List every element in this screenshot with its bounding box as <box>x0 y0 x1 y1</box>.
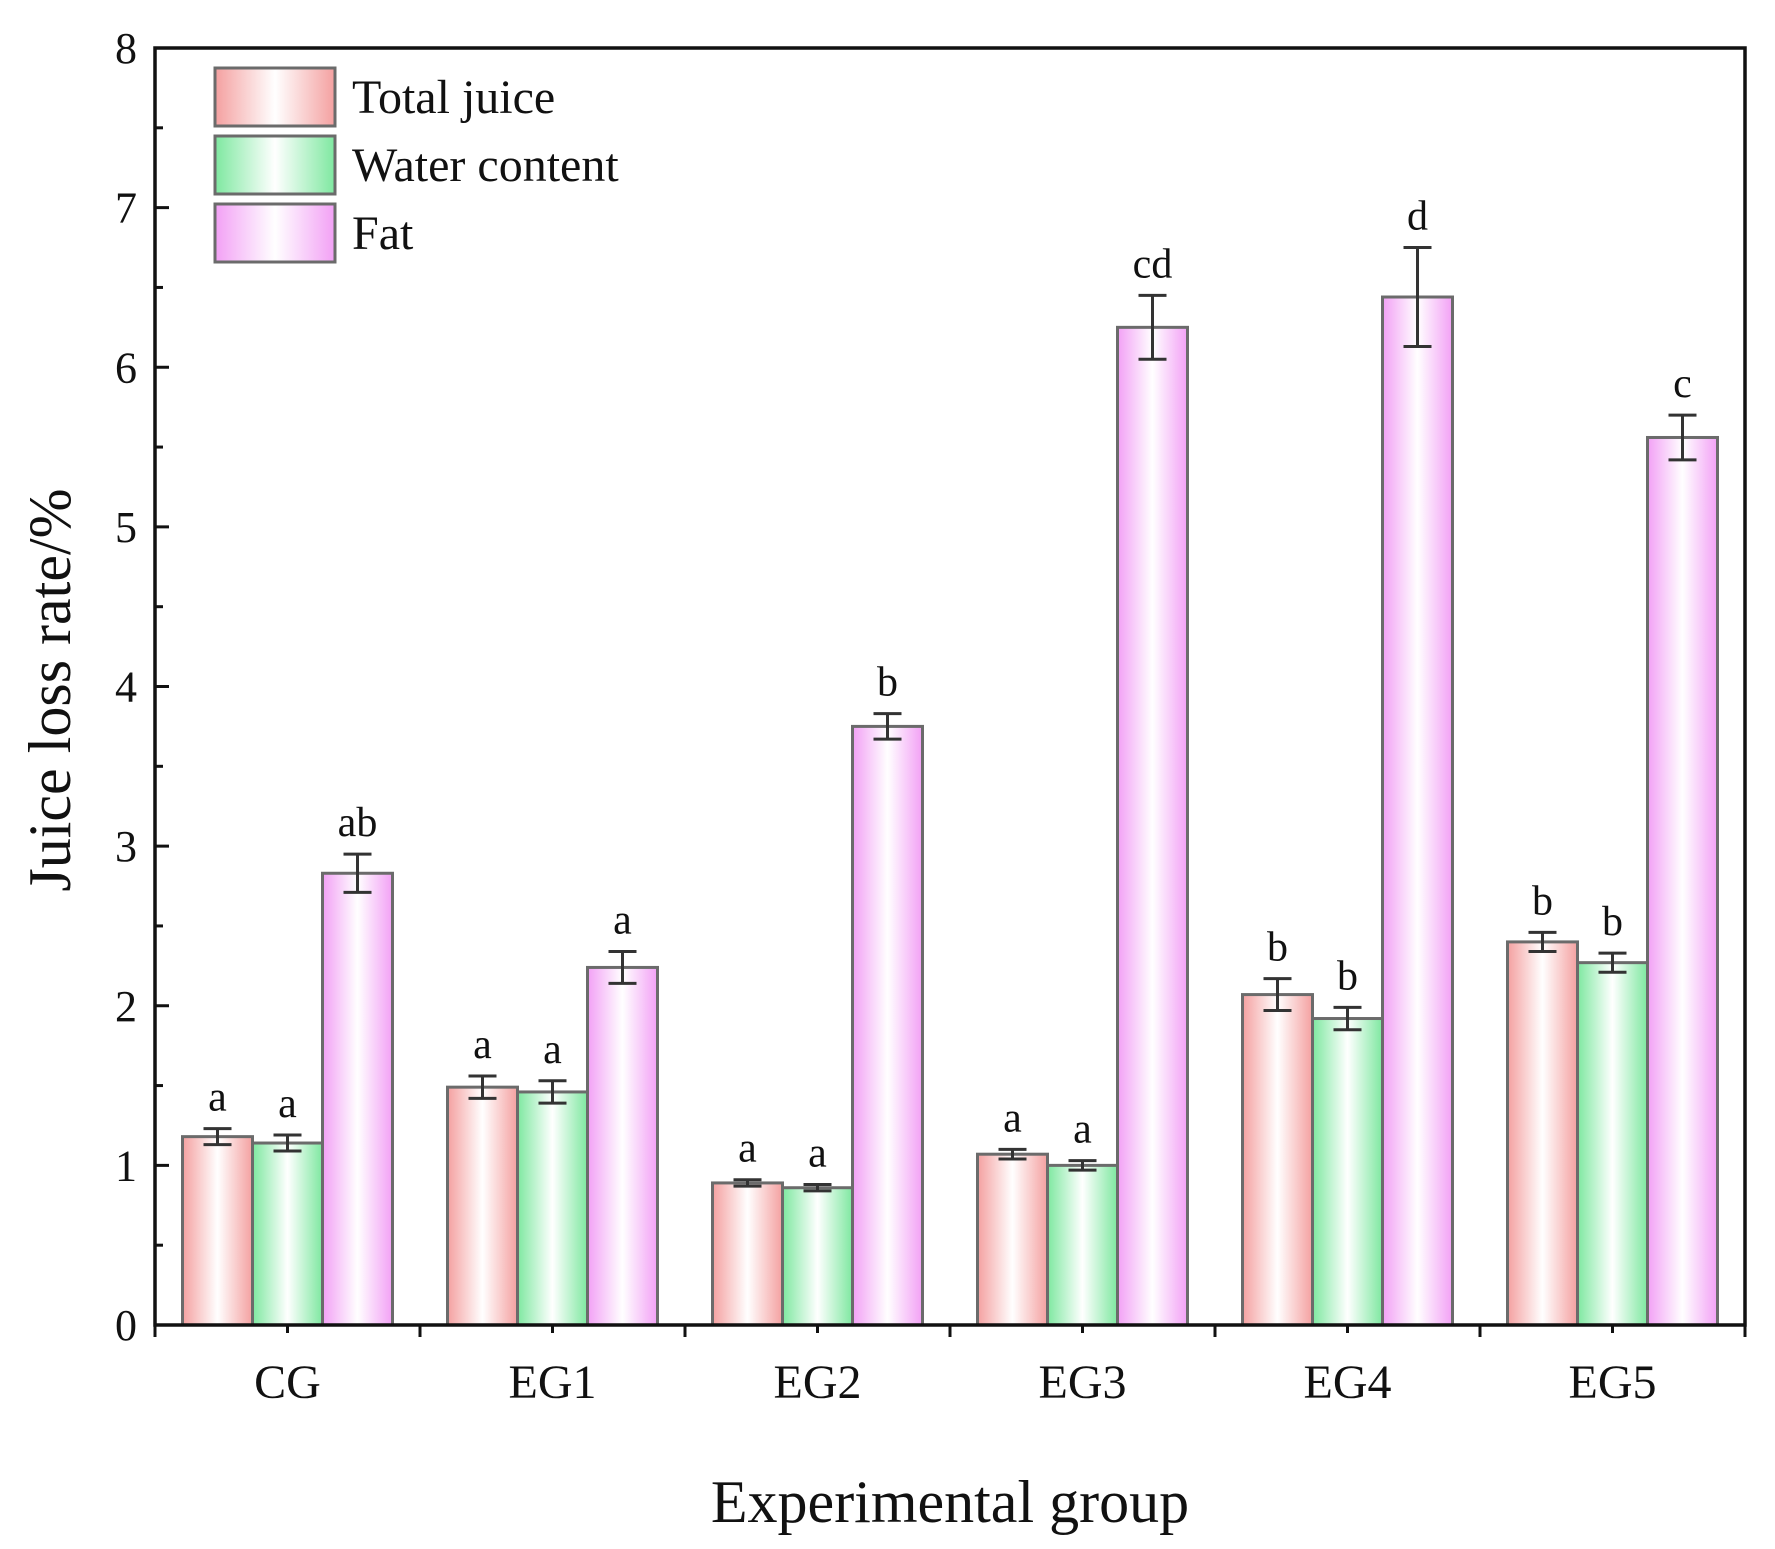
error-bar <box>1333 1005 1362 1032</box>
error-bar <box>273 1133 302 1153</box>
y-tick-label: 2 <box>115 982 137 1031</box>
y-tick-label: 5 <box>115 503 137 552</box>
y-tick-label: 8 <box>115 24 137 73</box>
legend-swatch <box>213 134 337 196</box>
x-tick-label: EG1 <box>509 1356 597 1409</box>
bar-eg1-series-3 <box>586 965 659 1327</box>
error-bar <box>733 1178 762 1188</box>
error-bar <box>1528 930 1557 953</box>
significance-label: a <box>808 1131 827 1177</box>
error-bar <box>468 1074 497 1100</box>
error-bar <box>343 852 372 894</box>
bar-eg3-series-3 <box>1116 325 1189 1327</box>
bar-eg1-series-2 <box>516 1090 589 1327</box>
x-axis-title: Experimental group <box>711 1469 1189 1535</box>
error-bar <box>1138 293 1167 361</box>
y-tick-label: 4 <box>115 663 137 712</box>
bar-eg1-series-1 <box>446 1085 519 1327</box>
significance-label: a <box>1073 1107 1092 1153</box>
bar-eg5-series-1 <box>1506 940 1579 1327</box>
bar-eg2-series-2 <box>781 1186 854 1327</box>
error-bar <box>1403 246 1432 348</box>
x-tick-label: EG2 <box>774 1356 862 1409</box>
significance-label: b <box>877 660 898 706</box>
significance-label: a <box>543 1027 562 1073</box>
y-tick-label: 7 <box>115 184 137 233</box>
significance-label: a <box>278 1081 297 1127</box>
bar-eg2-series-3 <box>851 724 924 1327</box>
bar-eg5-series-2 <box>1576 961 1649 1327</box>
bar-cg-series-1 <box>181 1135 254 1327</box>
legend-swatch <box>213 66 337 128</box>
x-tick-label: EG4 <box>1304 1356 1392 1409</box>
x-tick-label: EG3 <box>1039 1356 1127 1409</box>
y-tick-label: 1 <box>115 1141 137 1190</box>
bar-eg4-series-3 <box>1381 295 1454 1327</box>
bar-eg5-series-3 <box>1646 435 1719 1327</box>
error-bar <box>1598 951 1627 974</box>
legend: Total juice Water content Fat <box>213 66 619 264</box>
error-bars-layer <box>203 246 1697 1193</box>
significance-label: a <box>738 1126 757 1172</box>
error-bar <box>1668 413 1697 462</box>
significance-label: a <box>208 1075 227 1121</box>
bar-eg3-series-2 <box>1046 1163 1119 1327</box>
significance-label: ab <box>338 800 378 846</box>
bar-cg-series-2 <box>251 1141 324 1327</box>
bar-eg4-series-2 <box>1311 1017 1384 1327</box>
bar-eg2-series-1 <box>711 1181 784 1327</box>
significance-label: cd <box>1133 241 1173 287</box>
significance-label: b <box>1267 925 1288 971</box>
legend-label: Water content <box>352 139 619 192</box>
x-tick-label: EG5 <box>1569 1356 1657 1409</box>
bar-cg-series-3 <box>321 871 394 1327</box>
y-tick-label: 3 <box>115 822 137 871</box>
error-bar <box>538 1079 567 1105</box>
significance-label: a <box>613 897 632 943</box>
error-bar <box>608 949 637 985</box>
bar-eg4-series-1 <box>1241 993 1314 1327</box>
significance-label: a <box>473 1022 492 1068</box>
significance-label: b <box>1532 878 1553 924</box>
error-bar <box>203 1127 232 1147</box>
legend-item: Fat <box>213 202 414 264</box>
error-bar <box>998 1147 1027 1161</box>
error-bar <box>873 712 902 741</box>
axes-layer: 0 1 2 3 4 5 6 7 8 CG EG1 EG2 EG3 EG4 EG5 <box>115 24 1747 1409</box>
legend-label: Fat <box>352 207 414 260</box>
significance-label: a <box>1003 1095 1022 1141</box>
y-axis-title: Juice loss rate/% <box>17 488 83 891</box>
bars-layer <box>181 295 1719 1327</box>
y-tick-label: 0 <box>115 1301 137 1350</box>
error-bar <box>1068 1159 1097 1172</box>
legend-label: Total juice <box>352 71 555 124</box>
error-bar <box>1263 977 1292 1013</box>
legend-item: Total juice <box>213 66 555 128</box>
legend-swatch <box>213 202 337 264</box>
significance-label: b <box>1602 899 1623 945</box>
error-bar <box>803 1183 832 1193</box>
significance-label: c <box>1673 361 1692 407</box>
significance-label: b <box>1337 953 1358 999</box>
significance-label: d <box>1407 194 1428 240</box>
legend-item: Water content <box>213 134 619 196</box>
x-tick-label: CG <box>254 1356 321 1409</box>
bar-eg3-series-1 <box>976 1152 1049 1327</box>
y-tick-label: 6 <box>115 343 137 392</box>
